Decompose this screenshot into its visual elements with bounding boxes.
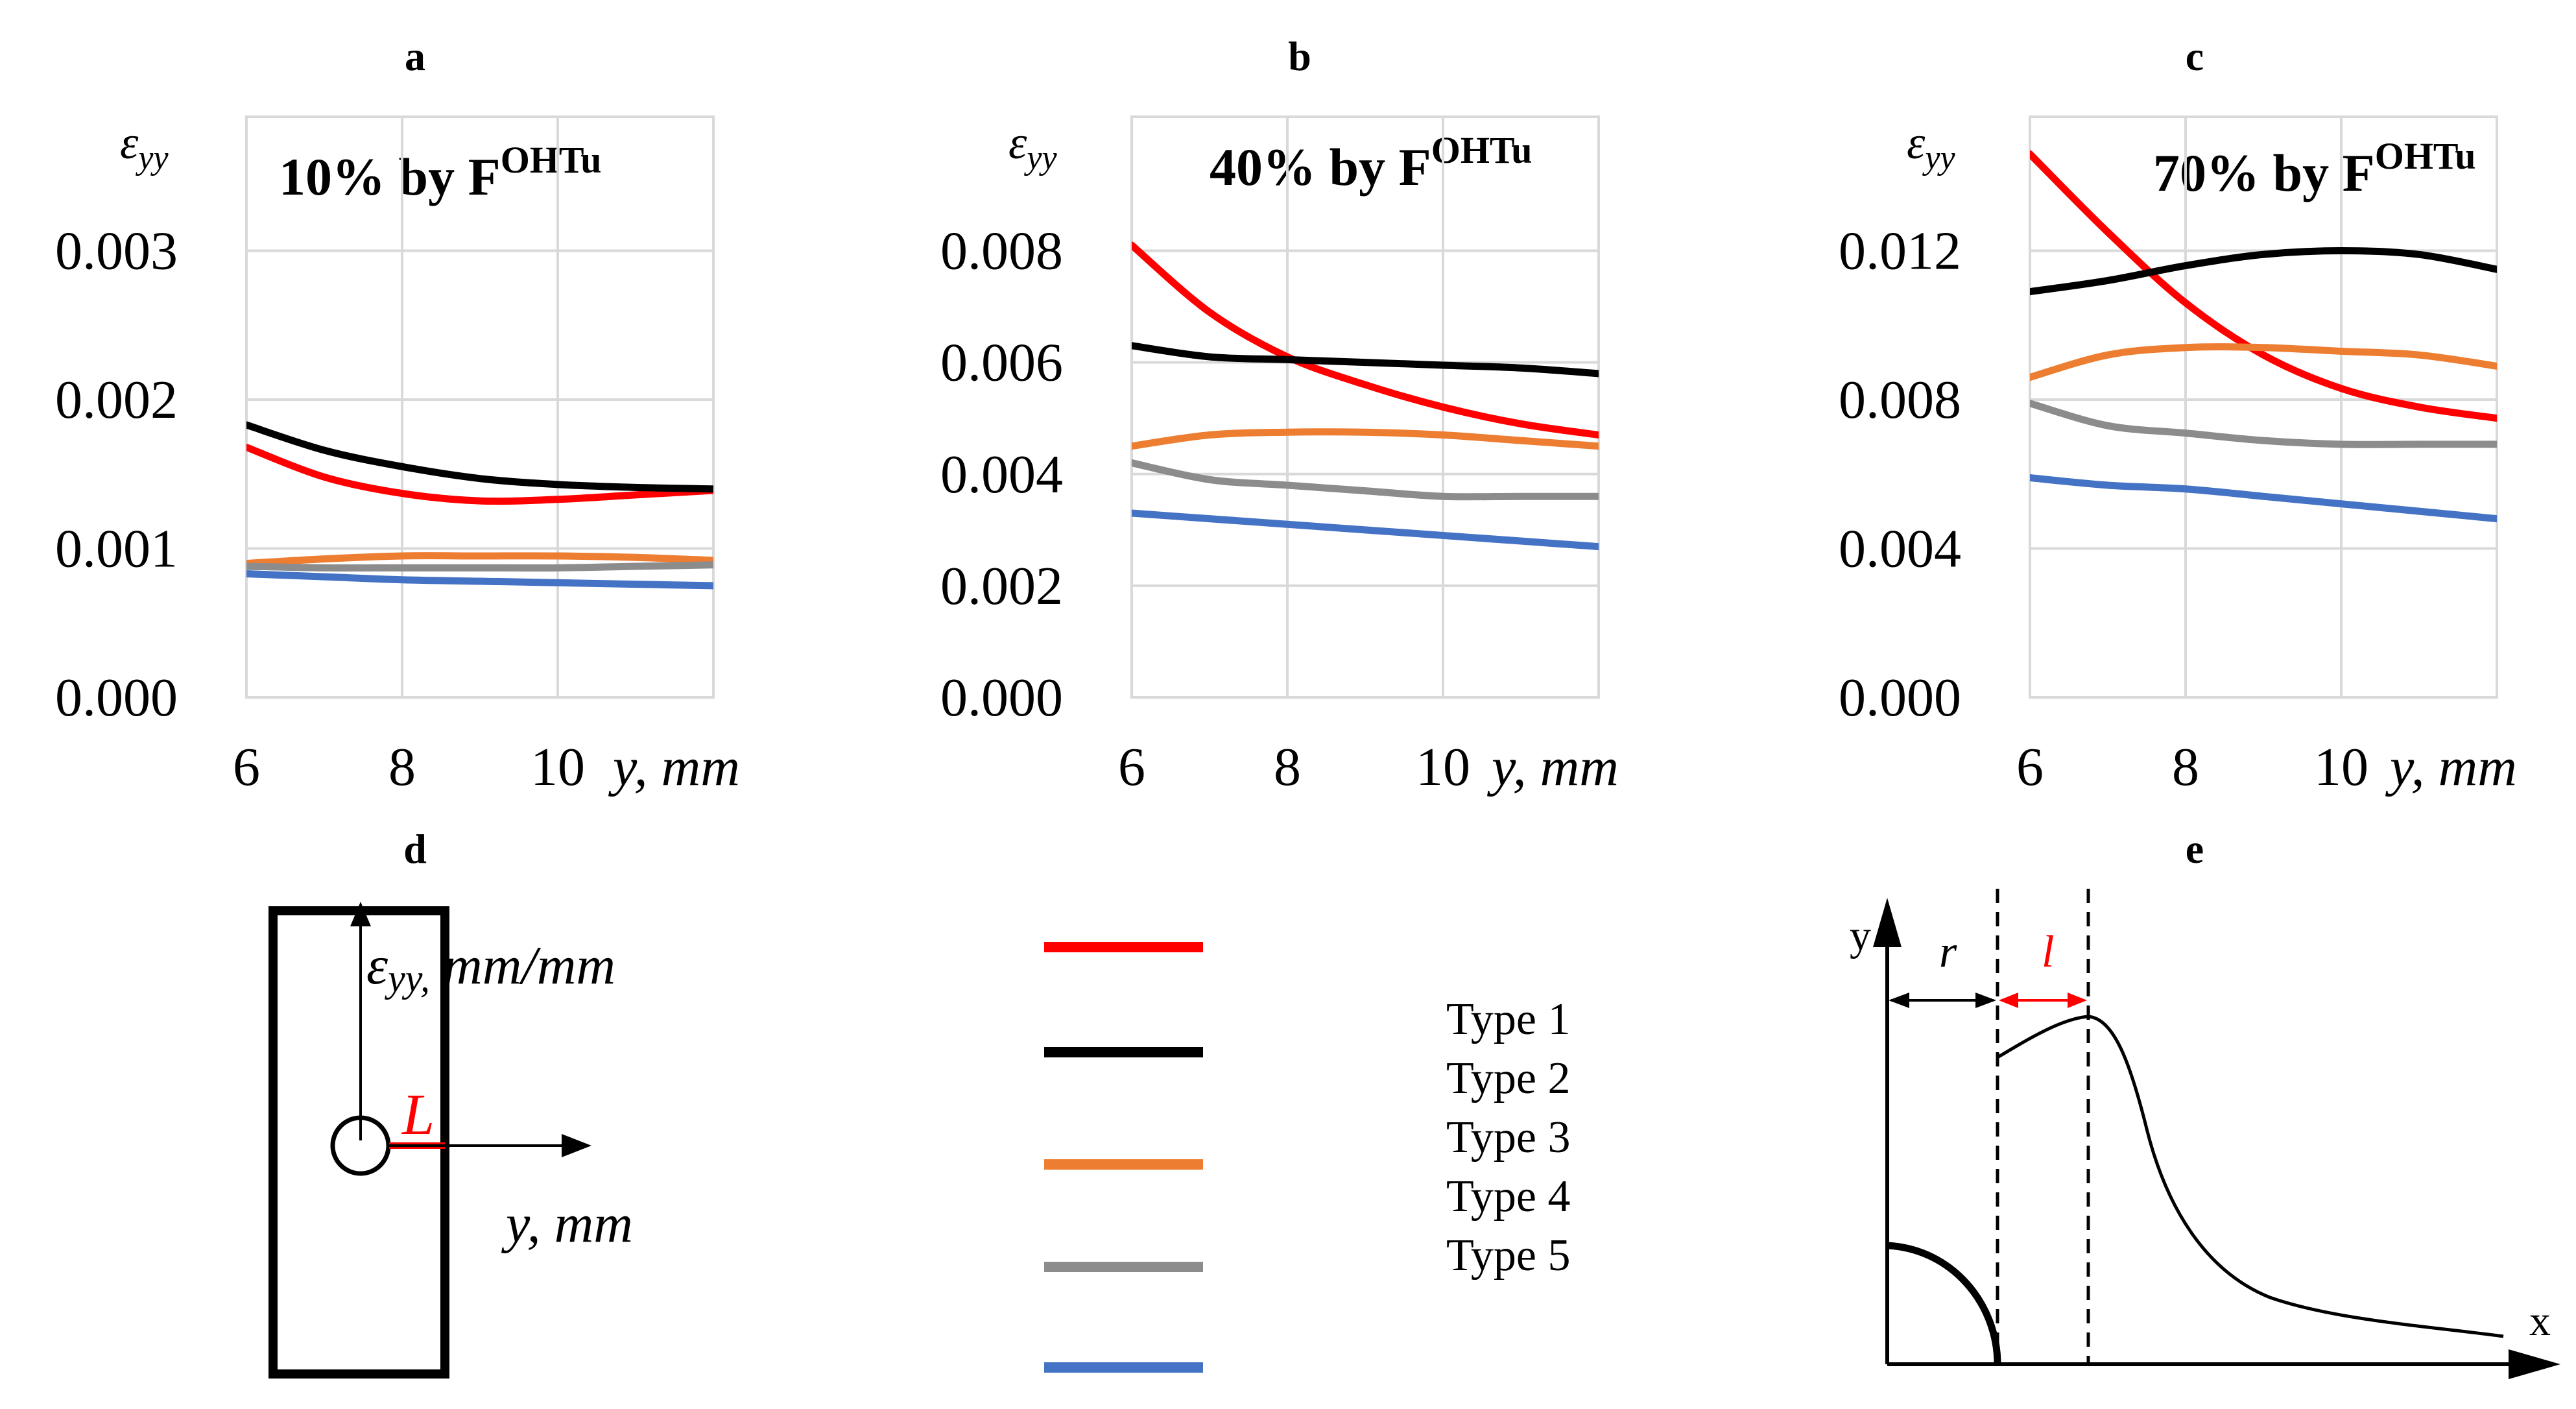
- legend: Type 1 Type 2 Type 3 Type 4 Type 5: [1044, 942, 1570, 1373]
- panel-b: b εyy 40% by FOHTu y, mm 0.000 0.002 0.004…: [940, 33, 1619, 797]
- y-tick-label: 0.004: [940, 444, 1063, 505]
- y-tick-label: 0.002: [55, 370, 178, 430]
- legend-label-type-4: Type 4: [1446, 1172, 1570, 1222]
- x-tick-label: 10: [2314, 737, 2368, 797]
- series-line-type-3: [1132, 428, 1599, 450]
- series-line-type-1: [1132, 241, 1599, 439]
- series-line-type-5: [246, 570, 713, 590]
- series-line-type-4: [246, 561, 713, 572]
- series-line-type-4: [1132, 459, 1599, 501]
- series-line-type-3: [2030, 343, 2497, 381]
- y-tick-label: 0.006: [940, 333, 1063, 393]
- series-line-type-3: [246, 552, 713, 567]
- y-tick-label: 0.012: [1839, 221, 1961, 282]
- series-line-type-5: [1132, 509, 1599, 551]
- panel-label-d: d: [403, 826, 427, 872]
- x-axis-label-e: x: [2529, 1297, 2551, 1345]
- series-line-type-2: [246, 421, 713, 493]
- plot-frame: [1130, 115, 1600, 699]
- panel-label-e: e: [2186, 826, 2204, 872]
- x-tick-label: 8: [388, 737, 416, 797]
- y-tick-label: 0.003: [55, 221, 178, 282]
- legend-label-type-3: Type 3: [1446, 1113, 1570, 1162]
- chart-title-b: 40% by FOHTu: [1210, 129, 1532, 197]
- y-tick-label: 0.004: [1839, 519, 1961, 579]
- panel-a: a εyy 10% by FOHTu y, mm 0.000 0.001 0.002…: [55, 33, 740, 797]
- strain-axis-arrowhead: [350, 902, 371, 926]
- panel-label-b: b: [1288, 33, 1311, 79]
- y-axis-arrowhead-e: [1873, 898, 1902, 947]
- series-line-type-2: [2030, 247, 2497, 296]
- x-tick-label: 10: [531, 737, 585, 797]
- y-tick-label: 0.008: [1839, 370, 1961, 430]
- y-axis-label-c: εyy: [1907, 117, 1955, 176]
- y-axis-label-e: y: [1850, 912, 1871, 959]
- series-line-type-2: [1132, 342, 1599, 378]
- hole-circle: [330, 1115, 391, 1176]
- x-tick-label: 6: [233, 737, 260, 797]
- legend-label-type-1: Type 1: [1446, 994, 1570, 1044]
- panel-d-diagram: d εyy, mm/mm L y, mm: [268, 826, 633, 1379]
- stress-curve: [1996, 1015, 2504, 1338]
- series-line-type-4: [2030, 400, 2497, 448]
- x-axis-label-c: y, mm: [2385, 737, 2517, 797]
- x-tick-label: 8: [2172, 737, 2199, 797]
- strain-axis-label: εyy, mm/mm: [366, 935, 615, 1000]
- r-arrow-right: [1975, 993, 1996, 1008]
- L-label: L: [401, 1083, 435, 1147]
- r-arrow-left: [1889, 993, 1909, 1008]
- hole-arc: [1887, 1242, 2001, 1365]
- legend-label-type-5: Type 5: [1446, 1231, 1570, 1281]
- l-arrow-right: [2068, 993, 2087, 1008]
- panel-label-a: a: [405, 33, 425, 79]
- y-axis-label-d: y, mm: [501, 1194, 633, 1254]
- y-axis-label-a: εyy: [120, 117, 169, 176]
- series-line-type-5: [2030, 474, 2497, 523]
- legend-label-type-2: Type 2: [1446, 1054, 1570, 1103]
- chart-title-c: 70% by FOHTu: [2153, 135, 2476, 202]
- x-tick-label: 8: [1274, 737, 1301, 797]
- y-axis-arrowhead-d: [562, 1134, 591, 1157]
- series-line-type-1: [2030, 150, 2497, 422]
- x-tick-label: 6: [2016, 737, 2044, 797]
- x-tick-label: 6: [1118, 737, 1145, 797]
- x-axis-arrowhead-e: [2509, 1349, 2560, 1379]
- series-line-type-1: [246, 443, 713, 505]
- panel-c: c εyy 70% by FOHTu y, mm 0.000 0.004 0.008…: [1839, 33, 2517, 797]
- panel-label-c: c: [2186, 33, 2204, 79]
- y-tick-label: 0.002: [940, 556, 1063, 616]
- panel-e-diagram: e y x r l: [1850, 826, 2560, 1379]
- y-tick-label: 0.008: [940, 221, 1063, 282]
- y-axis-label-b: εyy: [1008, 117, 1057, 176]
- y-tick-label: 0.000: [1839, 668, 1961, 728]
- l-label: l: [2042, 927, 2054, 977]
- y-tick-label: 0.000: [55, 668, 178, 728]
- y-tick-label: 0.001: [55, 519, 178, 579]
- chart-title-a: 10% by FOHTu: [279, 139, 602, 206]
- y-tick-label: 0.000: [940, 668, 1063, 728]
- x-axis-label-b: y, mm: [1486, 737, 1619, 797]
- r-label: r: [1939, 927, 1957, 977]
- x-axis-label-a: y, mm: [608, 737, 740, 797]
- x-tick-label: 10: [1416, 737, 1470, 797]
- l-arrow-left: [1999, 993, 2018, 1008]
